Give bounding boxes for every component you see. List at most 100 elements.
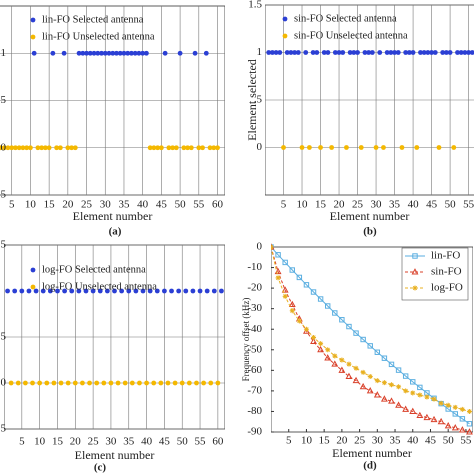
marker-dot xyxy=(410,50,416,55)
marker-star xyxy=(353,365,359,371)
marker-star xyxy=(339,357,345,363)
x-tick-label: 25 xyxy=(81,199,93,211)
marker-dot xyxy=(211,288,217,294)
marker-dot xyxy=(196,145,202,151)
marker-dot xyxy=(9,145,15,151)
plot-area xyxy=(265,4,474,196)
marker-dot xyxy=(314,50,320,55)
marker-dot xyxy=(421,50,427,55)
marker-dot xyxy=(340,50,346,55)
marker-dot xyxy=(58,380,64,386)
marker-square xyxy=(402,373,409,379)
marker-dot xyxy=(200,145,205,151)
marker-dot xyxy=(162,288,167,294)
marker-star xyxy=(452,404,458,410)
y-axis-label: Frequency offset (kHz) xyxy=(241,298,251,382)
marker-dot xyxy=(65,145,71,151)
marker-dot xyxy=(108,380,114,386)
marker-dot xyxy=(12,288,18,294)
x-tick-label: 5 xyxy=(286,435,292,447)
x-tick-label: 15 xyxy=(319,435,331,447)
marker-dot xyxy=(16,145,22,151)
marker-dot xyxy=(207,145,213,151)
marker-star xyxy=(271,244,274,250)
marker-dot xyxy=(133,288,139,294)
y-tick-label: -60 xyxy=(247,364,262,376)
y-tick-label: -90 xyxy=(247,426,262,438)
legend-label: lin-FO xyxy=(431,250,460,262)
x-tick-label: 40 xyxy=(141,436,153,448)
marker-dot xyxy=(201,380,207,386)
x-tick-label: 5 xyxy=(281,199,287,211)
marker-dot xyxy=(208,380,214,386)
marker-dot xyxy=(406,50,412,55)
marker-triangle xyxy=(423,413,431,421)
x-tick-label: 55 xyxy=(463,199,474,211)
x-tick-label: 15 xyxy=(52,436,64,448)
marker-square xyxy=(310,289,317,295)
marker-dot xyxy=(72,145,78,151)
marker-triangle xyxy=(310,337,317,345)
marker-triangle xyxy=(444,421,452,429)
marker-dot xyxy=(179,380,185,386)
x-tick-label: 40 xyxy=(407,435,419,447)
marker-dot xyxy=(62,288,67,294)
marker-triangle xyxy=(366,387,374,394)
marker-dot xyxy=(121,50,127,56)
marker-dot xyxy=(112,288,117,294)
y-tick-label: 5 xyxy=(1,239,7,251)
x-tick-label: 55 xyxy=(193,199,205,211)
legend: sin-FO Selected antenna sin-FO Unselected… xyxy=(282,13,408,41)
y-tick-label: .5 xyxy=(0,94,7,106)
y-tick-label: -40 xyxy=(247,323,262,335)
marker-dot xyxy=(307,145,312,150)
marker-dot xyxy=(321,50,327,55)
marker-dot xyxy=(204,288,210,294)
marker-square xyxy=(417,384,423,391)
legend-label: sin-FO Unselected antenna xyxy=(294,30,408,41)
x-axis-label: Element number xyxy=(330,209,410,223)
marker-square xyxy=(410,379,416,385)
marker-star xyxy=(459,406,465,412)
y-tick-label: 0 xyxy=(1,377,7,389)
marker-dot xyxy=(147,145,153,151)
marker-square xyxy=(388,361,395,368)
marker-dot xyxy=(30,17,36,23)
marker-dot xyxy=(462,50,468,55)
marker-star xyxy=(396,384,402,390)
marker-triangle xyxy=(373,391,381,398)
marker-dot xyxy=(35,145,41,151)
y-tick-label: 1 xyxy=(1,47,7,59)
marker-dot xyxy=(347,50,353,55)
marker-star xyxy=(311,334,317,340)
marker-dot xyxy=(19,288,25,294)
marker-dot xyxy=(443,50,449,55)
marker-dot xyxy=(332,50,338,55)
marker-dot xyxy=(122,380,128,386)
marker-dot xyxy=(55,288,60,294)
marker-dot xyxy=(186,380,192,386)
marker-dot xyxy=(392,50,397,55)
marker-dot xyxy=(197,288,203,294)
x-tick-label: 20 xyxy=(334,199,346,211)
marker-star xyxy=(303,326,309,332)
marker-dot xyxy=(30,284,36,290)
marker-dot xyxy=(162,50,168,56)
legend-label: log-FO Selected antenna xyxy=(42,264,146,275)
x-axis-label: Element number xyxy=(73,209,153,223)
x-tick-label: 45 xyxy=(425,435,437,447)
x-tick-label: 15 xyxy=(315,199,327,211)
x-tick-label: 20 xyxy=(336,435,348,447)
marker-dot xyxy=(282,16,288,22)
x-tick-label: 30 xyxy=(105,436,117,448)
marker-triangle xyxy=(274,267,282,275)
marker-dot xyxy=(377,50,383,55)
x-tick-label: 50 xyxy=(443,435,455,447)
marker-square xyxy=(360,336,366,343)
x-tick-label: 50 xyxy=(177,436,189,448)
marker-dot xyxy=(30,380,35,386)
marker-dot xyxy=(355,50,360,55)
marker-dot xyxy=(137,380,142,386)
marker-star xyxy=(381,380,387,386)
